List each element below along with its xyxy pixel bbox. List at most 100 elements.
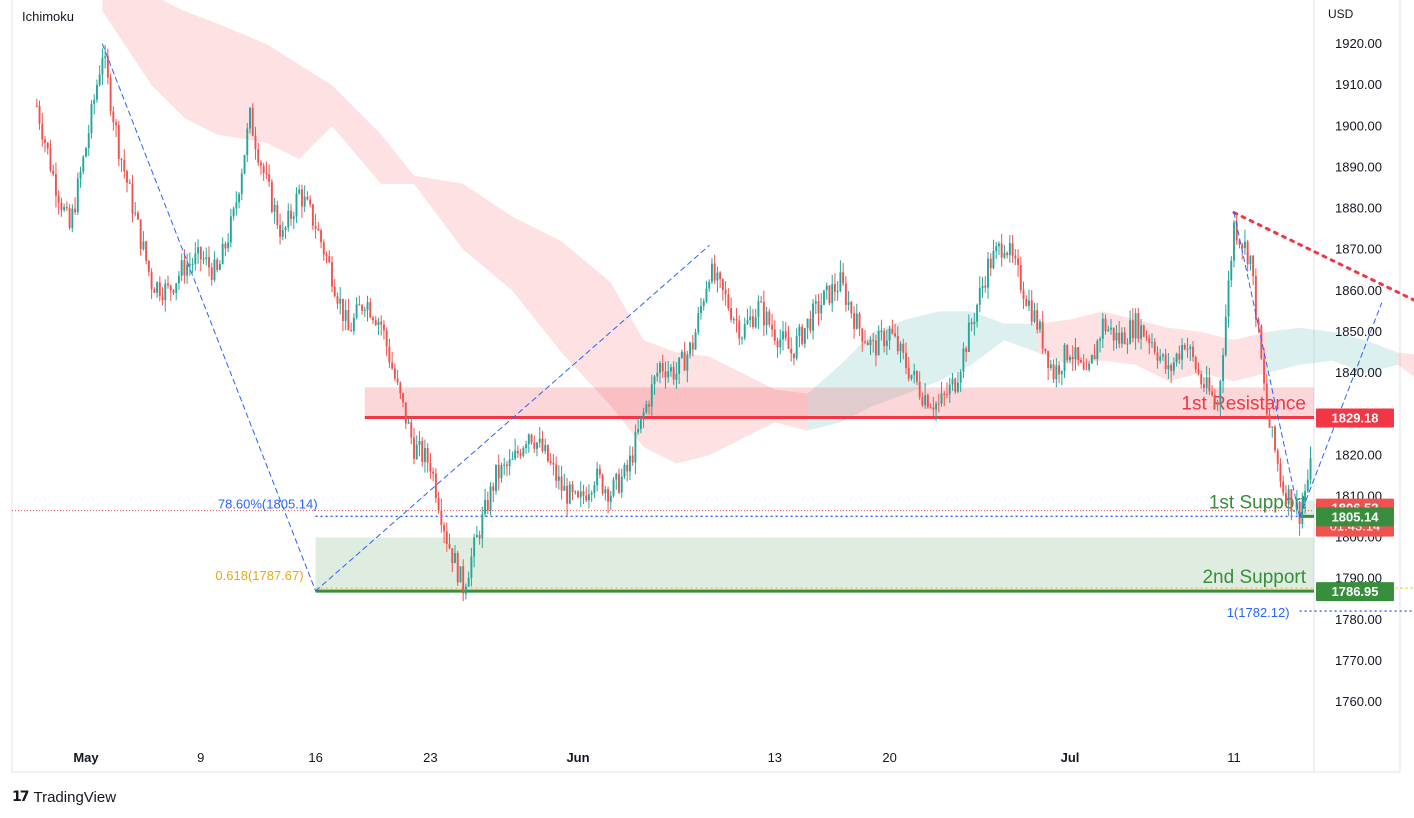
candle	[954, 377, 957, 394]
candle	[1271, 426, 1274, 438]
candle	[757, 295, 760, 330]
candle	[935, 401, 938, 422]
candle	[186, 253, 189, 284]
fib-leg-1-line[interactable]	[101, 43, 317, 592]
candle	[1151, 333, 1153, 349]
candle	[634, 424, 637, 475]
cloud-segment	[299, 64, 332, 160]
candle	[710, 258, 713, 285]
candle	[333, 278, 336, 298]
candle	[568, 481, 571, 505]
candle	[243, 154, 246, 175]
time-axis[interactable]: May 9 16 23 Jun 13 20 Jul 11	[73, 750, 1240, 765]
candle	[131, 174, 134, 223]
candle	[809, 310, 812, 334]
cloud-segment	[1168, 327, 1202, 382]
candle	[801, 323, 804, 346]
candle	[626, 459, 629, 482]
candle	[1126, 338, 1129, 354]
candle	[525, 440, 528, 454]
candle	[290, 203, 292, 226]
candle	[1161, 352, 1164, 361]
candle	[650, 374, 653, 416]
candle	[240, 168, 243, 201]
candle	[1290, 488, 1293, 521]
candle	[251, 103, 254, 137]
candle	[1101, 313, 1104, 348]
fib-leg-3-line[interactable]	[1233, 212, 1301, 518]
plot-area[interactable]	[12, 0, 1314, 772]
candle	[555, 456, 558, 488]
chart-pane[interactable]	[11, 0, 1401, 773]
candle	[571, 480, 574, 501]
candle	[60, 197, 63, 217]
cloud-segment	[332, 85, 382, 184]
candle	[363, 306, 366, 317]
cloud-segment	[512, 216, 562, 353]
branding-footer[interactable]: 17 TradingView	[12, 786, 116, 808]
candle	[235, 191, 238, 216]
time-tick-label: Jul	[1061, 750, 1080, 765]
candle	[325, 251, 328, 264]
candle	[1274, 424, 1276, 453]
candle	[221, 237, 224, 265]
candle	[320, 228, 323, 249]
candle	[719, 271, 722, 288]
candle	[142, 231, 145, 251]
candle	[145, 240, 148, 265]
candle	[530, 433, 533, 445]
candle	[197, 239, 200, 264]
candle	[803, 328, 806, 349]
candle	[1192, 341, 1194, 362]
fib-leg-4-line[interactable]	[1299, 302, 1383, 518]
candle	[943, 390, 946, 407]
candle	[71, 204, 74, 233]
candle	[90, 100, 93, 139]
candle	[52, 164, 55, 177]
candle	[656, 363, 659, 382]
candle	[317, 222, 320, 232]
cloud-segment	[217, 23, 267, 143]
price-axis[interactable]: 1920.00 1910.00 1900.00 1890.00 1880.00 1870.…	[1335, 36, 1382, 709]
candle	[1227, 270, 1230, 328]
tradingview-logo-icon: 17	[12, 789, 30, 805]
support1-price-tag: 1805.14	[1316, 507, 1394, 527]
candle	[1189, 344, 1192, 361]
candle	[415, 435, 418, 460]
candle	[1028, 289, 1030, 312]
candle	[1172, 357, 1175, 376]
candle	[79, 166, 82, 188]
candle	[713, 254, 716, 284]
price-tick-label: 1760.00	[1335, 694, 1382, 709]
candle	[106, 48, 109, 85]
candle	[454, 545, 456, 564]
candle	[459, 566, 462, 583]
candle	[1079, 357, 1082, 364]
candle	[49, 140, 52, 173]
candle	[672, 361, 675, 385]
candle	[1011, 235, 1014, 263]
candle	[1060, 370, 1063, 386]
candle	[259, 159, 262, 175]
fib-leg-2-line[interactable]	[315, 245, 710, 592]
trendlines[interactable]	[101, 43, 1414, 592]
cloud-segment	[1201, 331, 1234, 382]
candle	[1104, 314, 1107, 335]
fibonacci-drawing[interactable]: 78.60%(1805.14) 0.618(1787.67) 1(1782.12)	[215, 496, 1414, 620]
candle	[1077, 346, 1080, 366]
candle	[232, 206, 235, 221]
svg-text:1805.14: 1805.14	[1332, 509, 1380, 524]
indicator-label[interactable]: Ichimoku	[22, 9, 74, 24]
candle	[760, 296, 763, 303]
candle	[546, 444, 549, 463]
candle	[885, 329, 888, 355]
candle	[399, 381, 402, 400]
candle	[306, 191, 309, 201]
candle	[63, 203, 66, 213]
support-2-line-label: 2nd Support	[1202, 567, 1306, 588]
candle	[812, 299, 815, 340]
candle	[732, 316, 735, 324]
candle	[1041, 310, 1044, 354]
time-tick-label: 9	[197, 750, 204, 765]
